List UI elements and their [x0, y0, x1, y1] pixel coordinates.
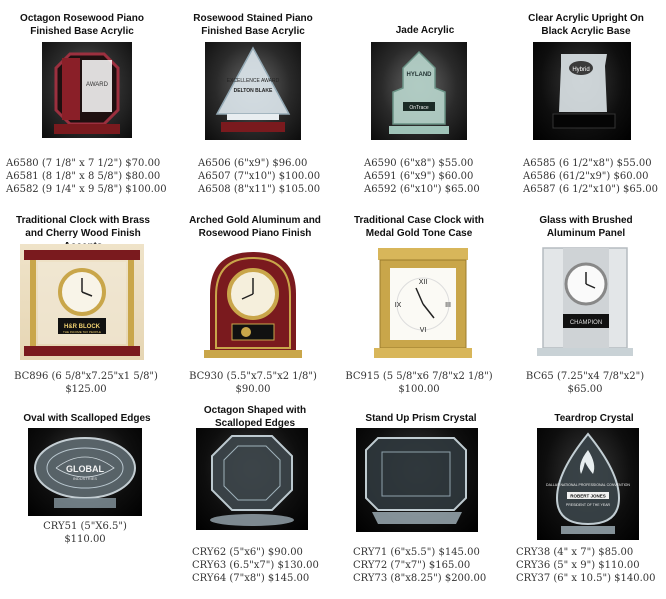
price-line: CRY36 (5" x 9") $110.00 [516, 560, 640, 571]
price-line: CRY71 (6"x5.5") $145.00 [353, 547, 480, 558]
svg-text:VI: VI [420, 327, 427, 334]
product-title: Octagon Shaped with Scalloped Edges [203, 405, 307, 429]
price-line: A6587 (6 1/2"x10") $65.00 [523, 184, 659, 195]
price-list: CRY51 (5"X6.5") $110.00 [10, 520, 160, 546]
engraved-text: AWARD [86, 82, 109, 88]
case-clock-image: XII VI IX III [374, 248, 472, 358]
price-list: A6506 (6"x9") $96.00 A6507 (7"x10") $100… [198, 157, 320, 196]
engraved-plate-sub: THE INCOME TAX PEOPLE [63, 330, 101, 334]
price-line: CRY64 (7"x8") $145.00 [192, 573, 310, 584]
price-line: CRY72 (7"x7") $165.00 [353, 560, 471, 571]
price-line: A6591 (6"x9") $60.00 [364, 171, 474, 182]
glass-clock-image: CHAMPION [537, 247, 633, 356]
product-title: Stand Up Prism Crystal [365, 413, 477, 424]
price-line: BC896 (6 5/8"x7.25"x1 5/8") [14, 371, 158, 382]
price-line: BC915 (5 5/8"x6 7/8"x2 1/8") [345, 371, 493, 382]
engraved-text: DALLAS NATIONAL PROFESSIONAL CONVENTION [546, 483, 630, 487]
diamond-acrylic-award-image: EXCELLENCE AWARD DELTON BLAKE [215, 46, 291, 132]
svg-text:IX: IX [395, 302, 402, 309]
price-line: CRY38 (4" x 7") $85.00 [516, 547, 634, 558]
product-title: Jade Acrylic [395, 25, 455, 36]
price-line: A6592 (6"x10") $65.00 [364, 184, 480, 195]
price-list: CRY62 (5"x6") $90.00 CRY63 (6.5"x7") $13… [192, 546, 319, 585]
product-photo: Hybrid [533, 42, 631, 140]
product-title: Octagon Rosewood Piano Finished Base Acr… [20, 13, 144, 37]
product-title: Teardrop Crystal [554, 413, 634, 424]
price-line: CRY63 (6.5"x7") $130.00 [192, 560, 319, 571]
price-list: BC896 (6 5/8"x7.25"x1 5/8") $125.00 [6, 370, 166, 396]
product-photo: H&R BLOCK THE INCOME TAX PEOPLE [20, 244, 144, 360]
product-photo [196, 428, 308, 530]
price-line: BC65 (7.25"x4 7/8"x2") [525, 371, 645, 382]
price-line: $90.00 [235, 384, 271, 395]
product-title: Rosewood Stained Piano Finished Base Acr… [193, 13, 313, 37]
price-line: CRY73 (8"x8.25") $200.00 [353, 573, 487, 584]
product-photo: AWARD [42, 42, 132, 138]
price-list: BC65 (7.25"x4 7/8"x2") $65.00 [510, 370, 660, 396]
price-line: A6586 (61/2"x9") $60.00 [523, 171, 649, 182]
price-line: $110.00 [64, 534, 106, 545]
engraved-logo: OnTrace [409, 105, 428, 111]
prism-crystal-image [365, 437, 467, 524]
price-line: $65.00 [567, 384, 603, 395]
engraved-text: HYLAND [407, 72, 433, 78]
product-title: Oval with Scalloped Edges [23, 413, 151, 424]
price-line: BC930 (5.5"x7.5"x2 1/8") [189, 371, 317, 382]
price-list: BC915 (5 5/8"x6 7/8"x2 1/8") $100.00 [336, 370, 502, 396]
engraved-text: GLOBAL [66, 464, 104, 474]
price-list: CRY38 (4" x 7") $85.00 CRY36 (5" x 9") $… [516, 546, 656, 585]
upright-acrylic-award-image: Hybrid [552, 54, 616, 129]
svg-text:III: III [445, 302, 451, 309]
product-photo: GLOBAL INDUSTRIES [28, 428, 142, 516]
product-title: Traditional Case Clock with Medal Gold T… [353, 215, 485, 239]
oval-crystal-image: GLOBAL INDUSTRIES [34, 437, 136, 508]
product-title: Arched Gold Aluminum and Rosewood Piano … [189, 215, 321, 239]
price-line: CRY51 (5"X6.5") [43, 521, 127, 532]
octagon-crystal-image [210, 435, 294, 526]
product-photo [198, 244, 308, 362]
product-photo: HYLAND OnTrace [371, 42, 467, 140]
price-line: CRY37 (6" x 10.5") $140.00 [516, 573, 656, 584]
price-list: A6590 (6"x8") $55.00 A6591 (6"x9") $60.0… [364, 157, 480, 196]
price-line: A6580 (7 1/8" x 7 1/2") $70.00 [6, 158, 161, 169]
price-line: A6581 (8 1/8" x 8 5/8") $80.00 [6, 171, 161, 182]
engraved-plate: H&R BLOCK [64, 324, 101, 330]
jade-acrylic-award-image: HYLAND OnTrace [389, 50, 449, 134]
engraved-name: DELTON BLAKE [234, 88, 273, 94]
product-title: Clear Acrylic Upright On Black Acrylic B… [528, 13, 644, 37]
engraved-logo: Hybrid [572, 67, 589, 73]
engraved-sub: INDUSTRIES [73, 476, 98, 481]
price-line: $125.00 [65, 384, 107, 395]
product-photo: XII VI IX III [368, 244, 478, 362]
product-photo: DALLAS NATIONAL PROFESSIONAL CONVENTION … [537, 428, 639, 540]
price-line: A6507 (7"x10") $100.00 [198, 171, 321, 182]
price-list: BC930 (5.5"x7.5"x2 1/8") $90.00 [172, 370, 334, 396]
price-line: CRY62 (5"x6") $90.00 [192, 547, 303, 558]
price-list: CRY71 (6"x5.5") $145.00 CRY72 (7"x7") $1… [353, 546, 486, 585]
product-photo: CHAMPION [533, 244, 637, 362]
price-line: A6585 (6 1/2"x8") $55.00 [523, 158, 652, 169]
price-line: $100.00 [398, 384, 440, 395]
price-line: A6508 (8"x11") $105.00 [198, 184, 321, 195]
svg-text:XII: XII [419, 279, 428, 286]
engraved-text: EXCELLENCE AWARD [227, 78, 280, 84]
teardrop-crystal-image: DALLAS NATIONAL PROFESSIONAL CONVENTION … [546, 432, 630, 534]
engraved-plate: CHAMPION [570, 320, 602, 326]
engraved-name: ROBERT JONES [570, 494, 606, 499]
product-title: Glass with Brushed Aluminum Panel [539, 215, 633, 239]
engraved-sub: PRESIDENT OF THE YEAR [566, 503, 611, 507]
product-photo [356, 428, 478, 532]
price-line: A6590 (6"x8") $55.00 [364, 158, 474, 169]
price-line: A6582 (9 1/4" x 9 5/8") $100.00 [6, 184, 167, 195]
price-list: A6580 (7 1/8" x 7 1/2") $70.00 A6581 (8 … [6, 157, 167, 196]
brass-clock-image: H&R BLOCK THE INCOME TAX PEOPLE [24, 250, 140, 356]
product-photo: EXCELLENCE AWARD DELTON BLAKE [205, 42, 301, 140]
price-list: A6585 (6 1/2"x8") $55.00 A6586 (61/2"x9"… [523, 157, 658, 196]
price-line: A6506 (6"x9") $96.00 [198, 158, 308, 169]
arched-clock-image [204, 252, 302, 358]
octagon-acrylic-award-image: AWARD [54, 52, 120, 134]
